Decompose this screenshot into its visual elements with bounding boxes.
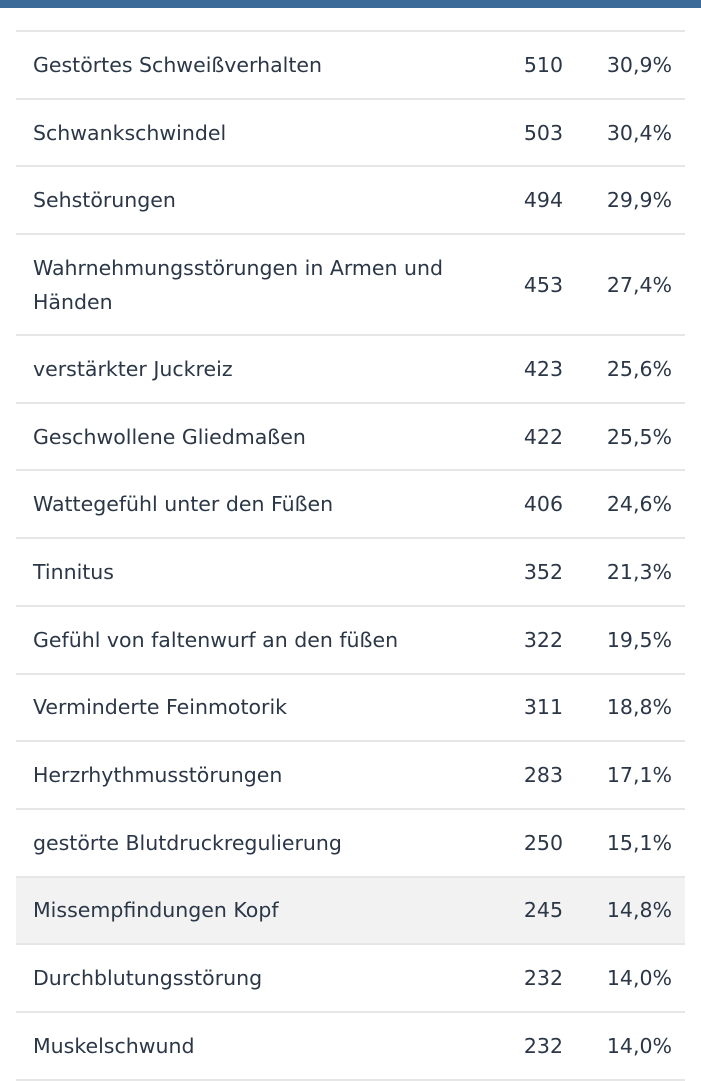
header-bar: [0, 0, 701, 8]
symptom-percent: 25,5%: [606, 424, 672, 449]
table-row[interactable]: Herzrhythmusstörungen 283 17,1%: [16, 742, 685, 810]
symptom-percent: 14,0%: [606, 1033, 672, 1058]
symptom-name: Wahrnehmungsstörungen in Armen und Hände…: [33, 255, 444, 314]
symptom-name: Muskelschwund: [33, 1033, 195, 1058]
symptom-name: Sehstörungen: [33, 188, 176, 213]
symptom-count: 352: [523, 559, 563, 584]
table-row[interactable]: Sehstörungen 494 29,9%: [16, 167, 685, 236]
symptom-percent: 14,8%: [606, 898, 672, 923]
table-row[interactable]: Missempfindungen Kopf 245 14,8%: [16, 877, 685, 946]
table-row[interactable]: Tinnitus 352 21,3%: [16, 539, 685, 607]
symptom-percent: 30,4%: [606, 120, 672, 145]
symptom-name: gestörte Blutdruckregulierung: [33, 830, 342, 855]
symptom-count: 453: [523, 272, 563, 297]
symptom-name: Verminderte Feinmotorik: [33, 695, 288, 720]
symptom-count: 503: [523, 120, 563, 145]
table-row[interactable]: Verminderte Feinmotorik 311 18,8%: [16, 675, 685, 743]
symptom-count: 422: [523, 424, 563, 449]
symptom-count: 232: [523, 1033, 563, 1058]
symptom-name: Wattegefühl unter den Füßen: [33, 492, 334, 517]
table-row[interactable]: Wahrnehmungsstörungen in Armen und Hände…: [16, 235, 685, 337]
table-row[interactable]: Gefühl von faltenwurf an den füßen 322 19,…: [16, 607, 685, 675]
table-row[interactable]: Gestörtes Schweißverhalten 510 30,9%: [16, 32, 685, 100]
table-row[interactable]: Geschwollene Gliedmaßen 422 25,5%: [16, 404, 685, 472]
symptom-percent: 18,8%: [606, 695, 672, 720]
symptom-percent: 30,9%: [606, 52, 672, 77]
symptom-count: 250: [523, 830, 563, 855]
table-row[interactable]: verstärkter Juckreiz 423 25,6%: [16, 336, 685, 404]
symptom-percent: 29,9%: [606, 188, 672, 213]
symptom-name: verstärkter Juckreiz: [33, 356, 233, 381]
symptom-percent: 15,1%: [606, 830, 672, 855]
symptom-count: 510: [523, 52, 563, 77]
symptom-count: 245: [523, 898, 563, 923]
symptom-name: Schwankschwindel: [33, 120, 227, 145]
symptom-name: Gestörtes Schweißverhalten: [33, 52, 323, 77]
table-row[interactable]: Muskelschwund 232 14,0%: [16, 1013, 685, 1081]
symptom-percent: 14,0%: [606, 966, 672, 991]
symptom-name: Herzrhythmusstörungen: [33, 763, 283, 788]
table-row[interactable]: Schwankschwindel 503 30,4%: [16, 100, 685, 168]
symptom-name: Gefühl von faltenwurf an den füßen: [33, 627, 399, 652]
symptom-table: Gestörtes Schweißverhalten 510 30,9% Schwan…: [16, 30, 685, 1081]
symptom-percent: 19,5%: [606, 627, 672, 652]
symptom-count: 232: [523, 966, 563, 991]
symptom-percent: 21,3%: [606, 559, 672, 584]
symptom-count: 283: [523, 763, 563, 788]
symptom-name: Missempfindungen Kopf: [33, 898, 279, 923]
symptom-count: 406: [523, 492, 563, 517]
symptom-count: 494: [523, 188, 563, 213]
symptom-name: Tinnitus: [33, 559, 114, 584]
symptom-name: Geschwollene Gliedmaßen: [33, 424, 306, 449]
symptom-percent: 24,6%: [606, 492, 672, 517]
table-row[interactable]: Wattegefühl unter den Füßen 406 24,6%: [16, 471, 685, 540]
symptom-percent: 25,6%: [606, 356, 672, 381]
symptom-count: 423: [523, 356, 563, 381]
symptom-count: 322: [523, 627, 563, 652]
table-row[interactable]: gestörte Blutdruckregulierung 250 15,1%: [16, 810, 685, 878]
symptom-percent: 17,1%: [606, 763, 672, 788]
symptom-count: 311: [523, 695, 563, 720]
symptom-name: Durchblutungsstörung: [33, 966, 263, 991]
table-row[interactable]: Durchblutungsstörung 232 14,0%: [16, 945, 685, 1013]
symptom-percent: 27,4%: [606, 272, 672, 297]
